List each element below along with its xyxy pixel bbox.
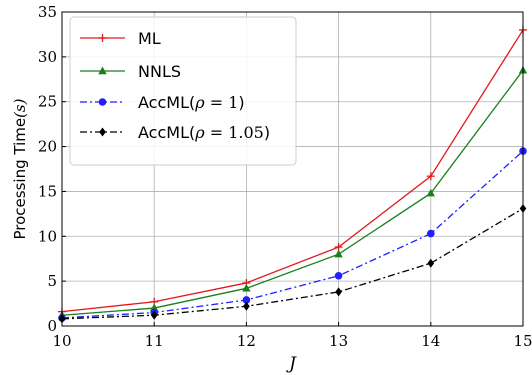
- legend-marker: [98, 98, 107, 106]
- data-point: [335, 287, 342, 297]
- data-point: [243, 301, 250, 311]
- data-point: [242, 283, 251, 292]
- x-tick-label: 14: [421, 332, 440, 350]
- legend-label-part: AccML(: [138, 93, 195, 112]
- legend-label-part: 1: [228, 93, 238, 112]
- legend-marker: [98, 66, 107, 75]
- series-line: [61, 69, 524, 316]
- legend-label: NNLS: [138, 62, 181, 81]
- y-tick-label: 25: [38, 93, 57, 111]
- series-line: [61, 150, 524, 319]
- data-point: [426, 172, 435, 181]
- legend-label: AccML(ρ = 1): [138, 93, 245, 112]
- legend-label-part: ): [238, 93, 244, 112]
- legend-label-part: ρ: [194, 93, 205, 112]
- x-tick-label: 13: [329, 332, 348, 350]
- series-2: [58, 147, 527, 322]
- data-point: [150, 303, 159, 312]
- x-tick-label: 10: [52, 332, 71, 350]
- y-tick-label: 30: [38, 48, 57, 66]
- legend-label-part: AccML(: [138, 123, 195, 142]
- data-point: [334, 249, 343, 258]
- y-axis-label: Processing Time(s): [11, 98, 29, 239]
- data-point: [334, 243, 343, 252]
- x-axis-label: J: [286, 354, 297, 374]
- x-tick-label: 15: [513, 332, 532, 350]
- y-tick-label: 0: [47, 317, 57, 335]
- series-3: [58, 203, 527, 324]
- legend-marker: [98, 34, 107, 42]
- series-line: [61, 207, 524, 320]
- y-tick-label: 10: [38, 227, 57, 245]
- y-tick-label: 5: [47, 272, 57, 290]
- y-tick-label: 35: [38, 3, 57, 21]
- data-point: [427, 229, 435, 238]
- legend-label-part: =: [205, 93, 229, 112]
- plot-frame: [61, 11, 524, 327]
- data-point: [427, 258, 435, 268]
- legend-label-part: ρ: [194, 123, 205, 142]
- data-point: [242, 296, 251, 304]
- legend-box: [69, 16, 297, 166]
- series-line: [61, 29, 524, 313]
- y-axis-label-main: Processing Time: [11, 118, 29, 240]
- legend-label-part: 1.05: [228, 123, 264, 142]
- data-point: [426, 188, 435, 197]
- x-tick-label: 12: [237, 332, 256, 350]
- data-point: [150, 310, 158, 320]
- y-tick-label: 20: [38, 138, 57, 156]
- legend-label: ML: [138, 29, 161, 48]
- series-layer: [57, 25, 528, 324]
- y-tick-label: 15: [38, 182, 57, 200]
- y-axis-label-unit: (s): [11, 98, 29, 118]
- legend-label: AccML(ρ = 1.05): [138, 123, 270, 142]
- x-tick-label: 11: [145, 332, 164, 350]
- data-point: [334, 271, 343, 280]
- legend-label-part: =: [205, 123, 229, 142]
- legend-marker: [99, 127, 106, 137]
- legend-label-part: ): [264, 123, 270, 142]
- ticks: 10 11 12 13 14 15 0 5 10 15 20 25 30 35: [38, 3, 532, 350]
